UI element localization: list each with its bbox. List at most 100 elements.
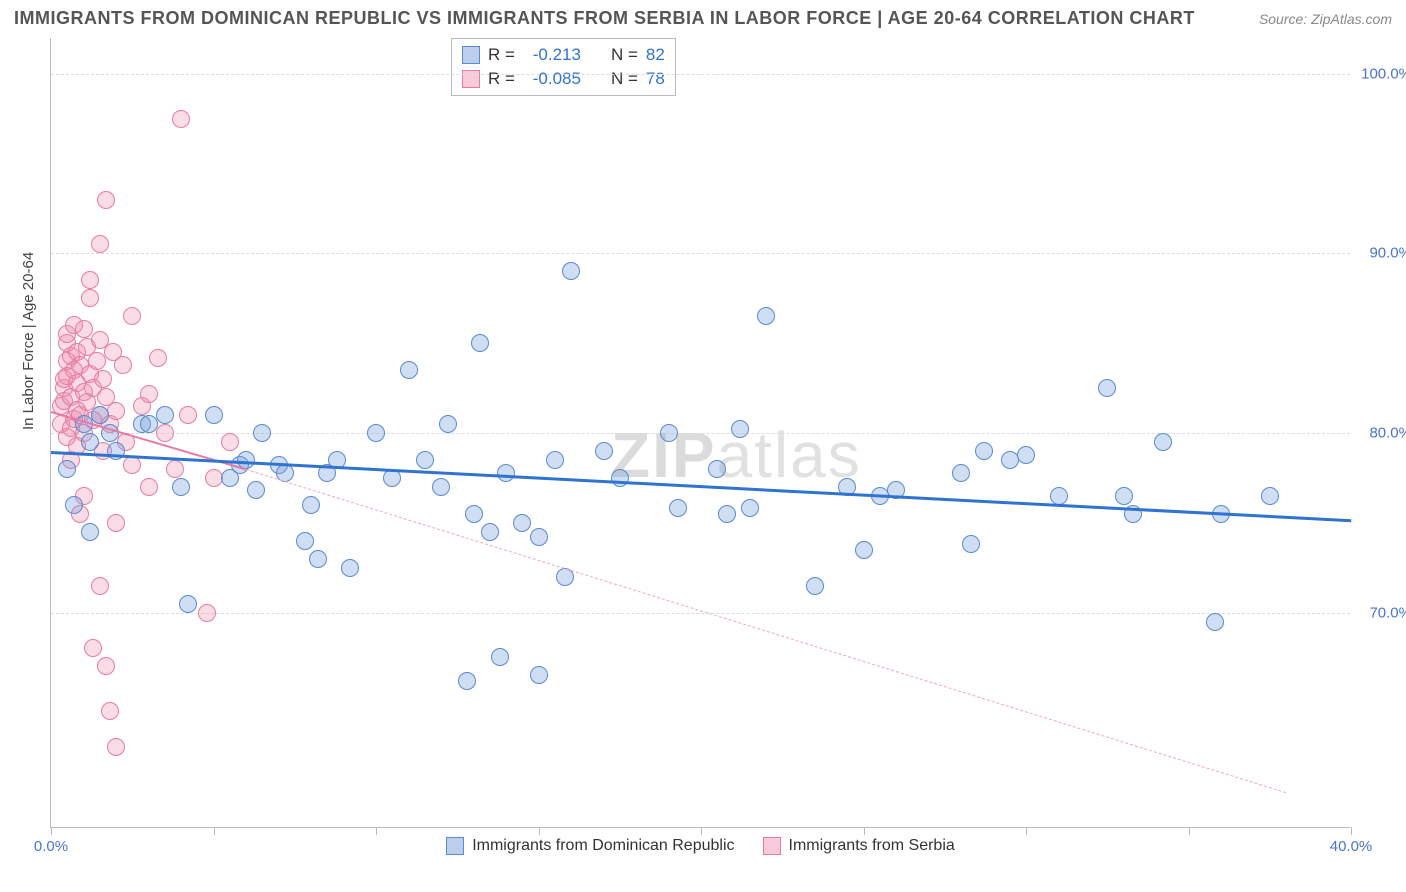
data-point <box>149 349 167 367</box>
r-value: -0.085 <box>523 67 581 91</box>
data-point <box>562 262 580 280</box>
x-tick <box>1189 827 1190 835</box>
data-point <box>1050 487 1068 505</box>
data-point <box>179 595 197 613</box>
source-attribution: Source: ZipAtlas.com <box>1259 11 1392 27</box>
data-point <box>91 406 109 424</box>
data-point <box>97 657 115 675</box>
data-point <box>855 541 873 559</box>
data-point <box>1115 487 1133 505</box>
data-point <box>94 370 112 388</box>
data-point <box>81 433 99 451</box>
x-tick <box>51 827 52 835</box>
data-point <box>140 415 158 433</box>
data-point <box>530 528 548 546</box>
data-point <box>497 464 515 482</box>
data-point <box>81 271 99 289</box>
n-value: 78 <box>646 67 665 91</box>
data-point <box>439 415 457 433</box>
data-point <box>81 523 99 541</box>
data-point <box>481 523 499 541</box>
data-point <box>156 424 174 442</box>
data-point <box>660 424 678 442</box>
x-tick <box>376 827 377 835</box>
legend-item-series2: Immigrants from Serbia <box>763 837 955 855</box>
data-point <box>806 577 824 595</box>
n-label: N = <box>611 43 638 67</box>
data-point <box>221 433 239 451</box>
x-tick <box>1351 827 1352 835</box>
data-point <box>432 478 450 496</box>
data-point <box>302 496 320 514</box>
swatch-icon <box>763 837 781 855</box>
data-point <box>1206 613 1224 631</box>
gridline <box>51 74 1350 75</box>
data-point <box>296 532 314 550</box>
series-legend: Immigrants from Dominican Republic Immig… <box>51 837 1350 855</box>
data-point <box>88 352 106 370</box>
data-point <box>731 420 749 438</box>
y-tick-label: 80.0% <box>1369 425 1406 442</box>
data-point <box>84 639 102 657</box>
data-point <box>101 702 119 720</box>
legend-label: Immigrants from Serbia <box>789 837 955 855</box>
data-point <box>309 550 327 568</box>
y-axis-title: In Labor Force | Age 20-64 <box>20 252 37 430</box>
data-point <box>156 406 174 424</box>
data-point <box>491 648 509 666</box>
y-tick-label: 90.0% <box>1369 245 1406 262</box>
correlation-stats-box: R = -0.213 N = 82 R = -0.085 N = 78 <box>451 38 676 96</box>
data-point <box>741 499 759 517</box>
data-point <box>166 460 184 478</box>
gridline <box>51 253 1350 254</box>
data-point <box>91 235 109 253</box>
data-point <box>962 535 980 553</box>
data-point <box>107 738 125 756</box>
data-point <box>458 672 476 690</box>
data-point <box>546 451 564 469</box>
data-point <box>205 406 223 424</box>
x-tick <box>1026 827 1027 835</box>
data-point <box>75 320 93 338</box>
r-label: R = <box>488 43 515 67</box>
gridline <box>51 613 1350 614</box>
data-point <box>58 460 76 478</box>
data-point <box>530 666 548 684</box>
swatch-icon <box>462 70 480 88</box>
data-point <box>416 451 434 469</box>
data-point <box>253 424 271 442</box>
data-point <box>107 402 125 420</box>
data-point <box>123 307 141 325</box>
data-point <box>1098 379 1116 397</box>
x-tick <box>539 827 540 835</box>
data-point <box>97 191 115 209</box>
scatter-chart: ZIPatlas R = -0.213 N = 82 R = -0.085 N … <box>50 38 1350 828</box>
data-point <box>595 442 613 460</box>
legend-label: Immigrants from Dominican Republic <box>472 837 734 855</box>
n-label: N = <box>611 67 638 91</box>
data-point <box>708 460 726 478</box>
data-point <box>669 499 687 517</box>
y-tick-label: 100.0% <box>1361 65 1406 82</box>
data-point <box>341 559 359 577</box>
y-tick-label: 70.0% <box>1369 604 1406 621</box>
stats-row-series1: R = -0.213 N = 82 <box>462 43 665 67</box>
x-tick <box>214 827 215 835</box>
data-point <box>1017 446 1035 464</box>
data-point <box>140 478 158 496</box>
data-point <box>513 514 531 532</box>
swatch-icon <box>462 46 480 64</box>
chart-header: IMMIGRANTS FROM DOMINICAN REPUBLIC VS IM… <box>14 8 1392 29</box>
x-tick <box>701 827 702 835</box>
data-point <box>471 334 489 352</box>
x-tick-label: 40.0% <box>1330 838 1373 855</box>
chart-title: IMMIGRANTS FROM DOMINICAN REPUBLIC VS IM… <box>14 8 1195 29</box>
data-point <box>198 604 216 622</box>
data-point <box>367 424 385 442</box>
data-point <box>91 577 109 595</box>
data-point <box>1154 433 1172 451</box>
data-point <box>179 406 197 424</box>
source-name: ZipAtlas.com <box>1311 11 1392 27</box>
data-point <box>140 385 158 403</box>
legend-item-series1: Immigrants from Dominican Republic <box>446 837 734 855</box>
